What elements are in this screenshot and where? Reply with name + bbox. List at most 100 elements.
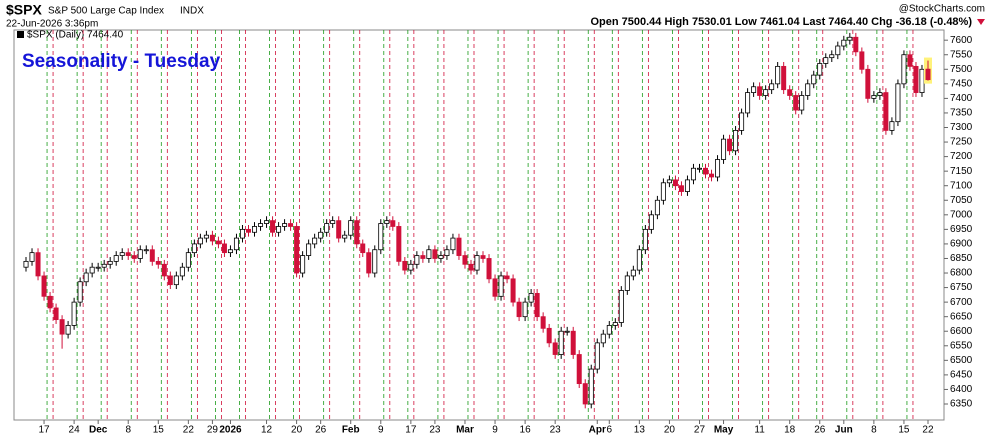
candle-body: [901, 54, 907, 85]
candle-body: [276, 226, 282, 233]
candle-body: [769, 83, 775, 91]
x-tick-label: 20: [664, 425, 676, 436]
y-tick-label: 7450: [950, 78, 973, 89]
candle-body: [630, 269, 636, 277]
candle-body: [715, 159, 721, 178]
y-tick-label: 6700: [950, 297, 973, 308]
candle-body: [853, 36, 859, 53]
candle-body: [696, 167, 702, 170]
y-tick-label: 6500: [950, 355, 973, 366]
candle-body: [787, 89, 793, 96]
candle-body: [919, 68, 925, 93]
candle-body: [871, 95, 877, 99]
x-tick-label: 23: [550, 425, 562, 436]
candle-body: [330, 220, 336, 224]
x-tick-label: Feb: [342, 425, 360, 436]
candle-body: [907, 54, 913, 67]
candle-body: [462, 255, 468, 265]
candle-body: [648, 214, 654, 230]
candle-body: [889, 121, 895, 131]
credit: @StockCharts.com: [899, 4, 985, 15]
candle-body: [282, 223, 288, 227]
x-tick-label: 12: [261, 425, 273, 436]
candle-body: [65, 325, 71, 335]
candle-body: [606, 325, 612, 335]
candle-body: [456, 237, 462, 256]
candle-body: [270, 220, 276, 233]
candle-body: [727, 138, 733, 152]
candle-body: [552, 342, 558, 355]
candle-body: [859, 51, 865, 70]
candle-body: [582, 383, 588, 405]
x-tick-label: 26: [814, 425, 826, 436]
candle-body: [23, 260, 29, 268]
candle-body: [408, 263, 414, 271]
x-tick-label: 8: [125, 425, 131, 436]
candle-body: [516, 301, 522, 318]
candle-body: [534, 292, 540, 318]
candle-body: [925, 68, 931, 81]
candle-body: [817, 63, 823, 76]
candle-body: [913, 65, 919, 93]
candle-body: [318, 231, 324, 239]
candle-body: [624, 275, 630, 291]
candle-body: [119, 252, 125, 256]
x-tick-label: 22: [922, 425, 934, 436]
candle-body: [438, 255, 444, 259]
y-tick-label: 6350: [950, 399, 973, 410]
candle-body: [306, 243, 312, 256]
candle-body: [721, 138, 727, 160]
candle-body: [354, 220, 360, 245]
x-tick-label: 27: [694, 425, 706, 436]
y-tick-label: 7150: [950, 166, 973, 177]
candle-body: [877, 92, 883, 96]
x-tick-label: 17: [38, 425, 50, 436]
x-tick-label: 26: [315, 425, 327, 436]
candle-body: [384, 220, 390, 224]
x-tick-label: 20: [291, 425, 303, 436]
candle-body: [847, 36, 853, 41]
candle-body: [233, 237, 239, 251]
candle-body: [312, 237, 318, 245]
candle-body: [678, 185, 684, 192]
candle-body: [137, 249, 143, 259]
candle-body: [107, 260, 113, 265]
annotation: Seasonality - Tuesday: [22, 51, 221, 72]
x-tick-label: Jun: [835, 425, 853, 436]
x-tick-label: 2026: [219, 425, 242, 436]
y-tick-label: 7500: [950, 64, 973, 75]
candle-body: [522, 301, 528, 318]
y-tick-label: 7050: [950, 195, 973, 206]
candle-body: [294, 226, 300, 274]
candle-body: [360, 243, 366, 254]
x-tick-label: 18: [784, 425, 796, 436]
x-tick-label: Dec: [89, 425, 108, 436]
x-tick-label: 9: [492, 425, 498, 436]
candle-body: [300, 255, 306, 274]
candle-body: [221, 243, 227, 254]
candle-body: [660, 182, 666, 201]
change-arrow: [977, 19, 985, 25]
y-tick-label: 6650: [950, 311, 973, 322]
candle-body: [83, 272, 89, 283]
y-tick-label: 6800: [950, 268, 973, 279]
candle-body: [288, 223, 294, 227]
candle-body: [540, 316, 546, 329]
candle-body: [666, 179, 672, 184]
x-tick-label: 13: [634, 425, 646, 436]
candle-body: [95, 266, 101, 269]
x-tick-label: 24: [69, 425, 81, 436]
candle-body: [125, 252, 131, 256]
y-tick-label: 7550: [950, 49, 973, 60]
candle-body: [264, 220, 270, 224]
candle-body: [47, 295, 53, 309]
candle-body: [793, 95, 799, 111]
candle-body: [654, 199, 660, 216]
x-tick-label: Apr: [589, 425, 606, 436]
candle-body: [209, 234, 215, 242]
candle-body: [324, 223, 330, 233]
candle-body: [258, 223, 264, 227]
candle-body: [618, 290, 624, 323]
candle-body: [745, 92, 751, 114]
x-tick-label: 15: [153, 425, 165, 436]
